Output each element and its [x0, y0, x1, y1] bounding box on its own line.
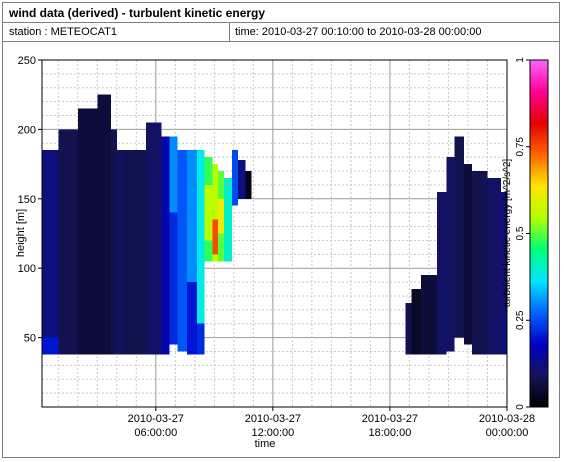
heatmap-cell	[501, 191, 507, 355]
heatmap-cell	[224, 177, 232, 262]
colorbar-axis: 0 0.25 0.5 0.75 1	[515, 57, 530, 410]
heatmap-cell	[196, 323, 205, 355]
heatmap-cell	[58, 129, 78, 355]
heatmap-cells	[42, 94, 507, 355]
heatmap-cell	[177, 150, 188, 352]
x-tick-date: 2010-03-28	[479, 413, 535, 425]
colorbar-tick-label: 0	[515, 404, 526, 410]
y-tick-label: 250	[18, 55, 36, 67]
info-bar: station : METEOCAT1 time: 2010-03-27 00:…	[3, 23, 559, 42]
y-tick-label: 200	[18, 124, 36, 136]
colorbar-tick-label: 1	[515, 57, 526, 63]
x-tick-date: 2010-03-27	[245, 413, 301, 425]
heatmap-cell	[42, 150, 59, 355]
heatmap-cell	[169, 136, 178, 213]
heatmap-cell	[161, 136, 170, 355]
axes: 50 100 150 200 250 2010-03-27 06:00:00 2010-03-…	[18, 55, 536, 439]
colorbar-label: turbulent kinetic energy [m^2/s^2]	[502, 159, 513, 308]
y-tick-label: 150	[18, 194, 36, 206]
y-tick-label: 50	[24, 333, 36, 345]
heatmap-cell	[204, 184, 213, 241]
heatmap-cell	[245, 171, 252, 199]
heatmap-cell	[454, 136, 465, 338]
x-tick-date: 2010-03-27	[362, 413, 418, 425]
heatmap-cell	[231, 150, 238, 206]
heatmap-cell	[218, 198, 225, 234]
x-tick-time: 18:00:00	[369, 427, 412, 439]
chart-title: wind data (derived) - turbulent kinetic …	[9, 6, 266, 20]
heatmap-cell	[122, 150, 147, 355]
x-axis-label: time	[255, 438, 276, 450]
heatmap-cell	[464, 164, 472, 345]
heatmap-cell	[237, 159, 246, 199]
colorbar-tick-label: 0.5	[515, 226, 526, 240]
x-tick-time: 00:00:00	[486, 427, 529, 439]
heatmap-cell	[446, 157, 455, 352]
y-tick-label: 100	[18, 263, 36, 275]
y-axis-label: height [m]	[15, 209, 27, 257]
heatmap-cell	[487, 177, 502, 355]
heatmap-cell	[196, 150, 205, 355]
heatmap-cell	[421, 275, 437, 355]
heatmap-cell	[212, 219, 219, 255]
station-label: station : METEOCAT1	[9, 26, 117, 38]
heatmap-cell	[42, 337, 59, 355]
x-tick-time: 12:00:00	[251, 427, 294, 439]
heatmap-cell	[146, 122, 162, 355]
heatmap-cell	[77, 108, 98, 355]
x-tick-date: 2010-03-27	[128, 413, 184, 425]
heatmap-cell	[110, 129, 117, 355]
heatmap-cell	[116, 150, 123, 355]
heatmap-cell	[436, 191, 447, 355]
plot-area	[41, 59, 508, 408]
time-range-label: time: 2010-03-27 00:10:00 to 2010-03-28 …	[235, 26, 482, 38]
heatmap-cell	[97, 94, 111, 355]
heatmap-cell	[471, 171, 488, 355]
heatmap-cell	[187, 150, 197, 355]
colorbar	[529, 59, 549, 408]
heatmap-cell	[212, 164, 219, 262]
info-divider	[229, 23, 230, 41]
heatmap-cell	[411, 289, 422, 355]
heatmap-cell	[187, 282, 197, 355]
title-bar: wind data (derived) - turbulent kinetic …	[3, 3, 559, 23]
colorbar-tick-label: 0.75	[515, 137, 526, 157]
heatmap-cell	[169, 150, 178, 345]
heatmap-cell	[405, 302, 412, 355]
colorbar-tick-label: 0.25	[515, 310, 526, 330]
x-tick-time: 06:00:00	[134, 427, 177, 439]
